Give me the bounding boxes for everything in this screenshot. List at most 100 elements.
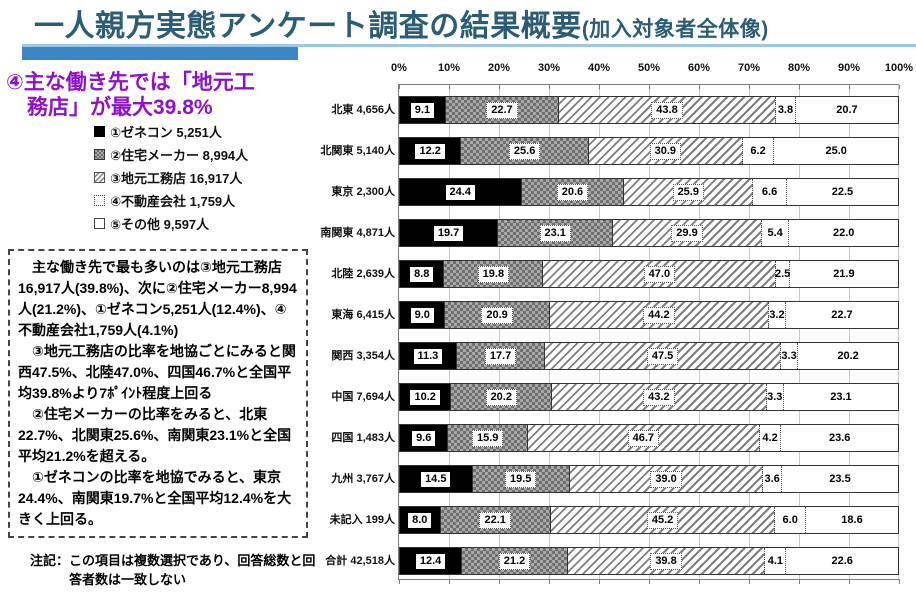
- stacked-bar: 9.1 22.7 43.8 3.8 20.7: [399, 96, 899, 124]
- data-label: 21.9: [833, 268, 855, 280]
- legend-item: ④不動産会社 1,759人: [94, 189, 248, 212]
- bar-segment-solid-black: 8.0: [400, 507, 440, 533]
- legend-label: ⑤その他 9,597人: [110, 217, 210, 232]
- section-heading-line2: 務店」が最大39.8%: [27, 96, 213, 119]
- legend-swatch-diagonal-hatch-icon: [94, 172, 105, 183]
- section-heading-line1: ④主な働き先では「地元工: [6, 71, 255, 94]
- bar-segment-diagonal-hatch: 39.8: [567, 548, 766, 574]
- header-accent-bar: [22, 47, 298, 60]
- data-label: 23.6: [829, 432, 851, 444]
- chart-row: 中国 7,694人 10.2 20.2 43.2 3.3 23.1: [331, 383, 899, 411]
- gridline: [749, 85, 750, 579]
- bar-segment-solid-black: 12.2: [400, 138, 461, 164]
- bar-segment-white-dotted-border: 2.5: [775, 261, 791, 287]
- bar-segment-white-dotted-border: 6.0: [775, 507, 807, 533]
- axis-tick: [849, 85, 850, 89]
- bar-segment-white-dotted-border: 4.2: [759, 425, 782, 451]
- bar-segment-diagonal-hatch: 45.2: [550, 507, 776, 533]
- data-label: 15.9: [471, 429, 504, 447]
- axis-tick: [499, 579, 500, 584]
- bar-segment-diagonal-hatch: 44.2: [549, 302, 770, 328]
- category-label: 東京 2,300人: [331, 186, 395, 198]
- data-label: 43.8: [651, 101, 683, 119]
- data-label: 45.2: [646, 511, 679, 529]
- axis-tick: [699, 579, 700, 584]
- bar-segment-diagonal-hatch: 39.0: [569, 466, 764, 492]
- data-label: 14.5: [420, 470, 452, 488]
- gridline: [449, 85, 450, 579]
- data-label: 19.5: [504, 470, 537, 488]
- data-label: 24.4: [444, 183, 476, 201]
- bar-segment-white-solid-border: 25.0: [774, 138, 898, 164]
- category-label: 中国 7,694人: [331, 391, 395, 403]
- data-label: 4.2: [762, 432, 778, 444]
- bar-segment-white-dotted-border: 4.1: [765, 548, 787, 574]
- bar-segment-gray-checker: 22.7: [444, 97, 559, 123]
- x-axis-tick-label: 40%: [587, 62, 611, 74]
- category-label: 関西 3,354人: [331, 350, 395, 362]
- legend-item: ①ゼネコン 5,251人: [94, 120, 248, 143]
- data-label: 22.0: [833, 227, 855, 239]
- data-label: 8.0: [407, 511, 433, 529]
- chart-row: 四国 1,483人 9.6 15.9 46.7 4.2 23.6: [331, 424, 899, 452]
- category-label: 北東 4,656人: [331, 104, 395, 116]
- bar-chart-plot: 0% 10% 20% 30% 40% 50% 60% 70% 80% 90% 100% 北東 4,65…: [320, 62, 913, 584]
- axis-tick: [399, 85, 400, 89]
- bar-segment-solid-black: 8.8: [400, 261, 444, 287]
- x-axis-tick-label: 20%: [487, 62, 511, 74]
- x-axis-tick-label: 50%: [637, 62, 661, 74]
- bar-segment-solid-black: 11.3: [400, 343, 456, 369]
- data-label: 3.2: [769, 309, 785, 321]
- legend-label: ①ゼネコン 5,251人: [110, 125, 222, 140]
- summary-paragraph: ②住宅メーカーの比率をみると、北東22.7%、北関東25.6%、南関東23.1%…: [18, 406, 292, 464]
- bar-segment-diagonal-hatch: 47.5: [545, 343, 781, 369]
- bar-segment-white-dotted-border: 3.3: [766, 384, 784, 410]
- summary-paragraph: 主な働き先で最も多いのは③地元工務店16,917人(39.8%)、次に②住宅メー…: [18, 259, 297, 338]
- stacked-bar: 14.5 19.5 39.0 3.6 23.5: [399, 465, 899, 493]
- bar-segment-white-solid-border: 18.6: [806, 507, 898, 533]
- data-label: 39.8: [650, 552, 682, 570]
- bar-segment-white-dotted-border: 3.2: [769, 302, 786, 328]
- bar-segment-solid-black: 24.4: [400, 179, 521, 205]
- summary-paragraph: ①ゼネコンの比率を地協でみると、東京24.4%、南関東19.7%と全国平均12.…: [18, 469, 292, 527]
- axis-tick: [599, 85, 600, 89]
- x-axis-tick-label: 0%: [391, 62, 407, 74]
- data-label: 46.7: [627, 429, 660, 447]
- bar-segment-white-solid-border: 23.1: [783, 384, 898, 410]
- category-label: 九州 3,767人: [331, 473, 395, 485]
- x-axis-tick-label: 60%: [687, 62, 711, 74]
- bar-segment-white-solid-border: 20.7: [795, 97, 898, 123]
- chart-row: 南関東 4,871人 19.7 23.1 29.9 5.4 22.0: [320, 219, 899, 247]
- axis-tick: [799, 579, 800, 584]
- data-label: 2.5: [775, 268, 791, 280]
- bar-segment-white-dotted-border: 6.2: [742, 138, 775, 164]
- x-axis-tick-label: 10%: [437, 62, 461, 74]
- bar-segment-white-solid-border: 22.0: [789, 220, 899, 246]
- bar-segment-gray-checker: 23.1: [497, 220, 614, 246]
- data-label: 20.6: [556, 183, 589, 201]
- bar-segment-white-solid-border: 22.5: [786, 179, 899, 205]
- category-label: 四国 1,483人: [331, 432, 395, 444]
- data-label: 12.4: [414, 552, 447, 570]
- legend-label: ③地元工務店 16,917人: [110, 171, 243, 186]
- bar-segment-white-solid-border: 23.6: [781, 425, 898, 451]
- legend-label: ②住宅メーカー 8,994人: [110, 148, 249, 163]
- bar-segment-white-solid-border: 22.7: [785, 302, 898, 328]
- data-label: 3.3: [767, 391, 783, 403]
- data-label: 17.7: [484, 347, 517, 365]
- category-label: 北関東 5,140人: [320, 145, 395, 157]
- bar-segment-white-dotted-border: 3.3: [780, 343, 799, 369]
- bar-segment-solid-black: 14.5: [400, 466, 472, 492]
- data-label: 6.0: [782, 514, 798, 526]
- bar-segment-white-dotted-border: 3.8: [776, 97, 796, 123]
- chart-row: 北陸 2,639人 8.8 19.8 47.0 2.5 21.9: [331, 260, 899, 288]
- page-title: 一人親方実態アンケート調査の結果概要(加入対象者全体像): [34, 1, 769, 45]
- data-label: 22.1: [479, 511, 511, 529]
- axis-tick: [449, 85, 450, 89]
- data-label: 23.1: [830, 391, 852, 403]
- data-label: 20.7: [836, 104, 858, 116]
- data-label: 20.2: [485, 388, 517, 406]
- gridline: [849, 85, 850, 579]
- axis-tick: [599, 579, 600, 584]
